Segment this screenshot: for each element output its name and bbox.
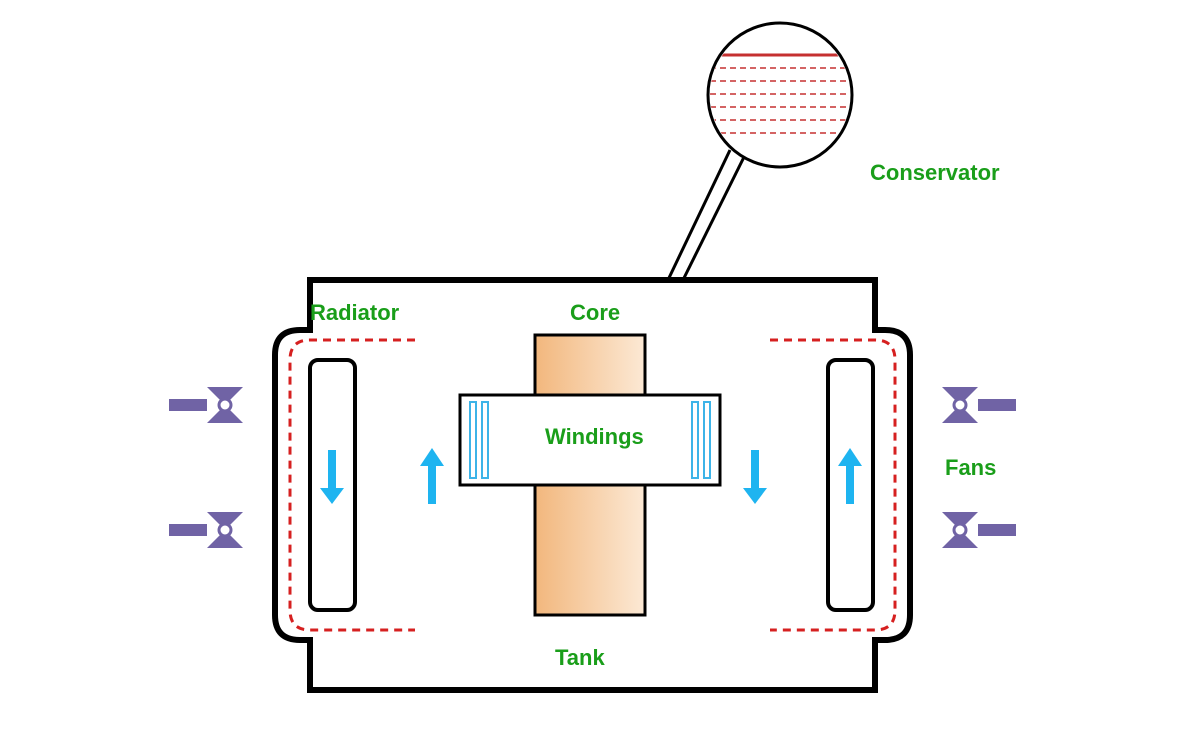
fan-icon <box>169 387 243 423</box>
label-conservator: Conservator <box>870 160 1000 185</box>
fan-icon <box>169 512 243 548</box>
conservator-pipe <box>668 150 745 280</box>
conservator-icon <box>700 23 860 167</box>
fan-icon <box>942 387 1016 423</box>
label-fans: Fans <box>945 455 996 480</box>
label-core: Core <box>570 300 620 325</box>
label-radiator: Radiator <box>310 300 400 325</box>
fan-icon <box>942 512 1016 548</box>
label-windings: Windings <box>545 424 644 449</box>
label-tank: Tank <box>555 645 605 670</box>
transformer-diagram: Conservator Radiator Core Windings Tank … <box>0 0 1200 755</box>
